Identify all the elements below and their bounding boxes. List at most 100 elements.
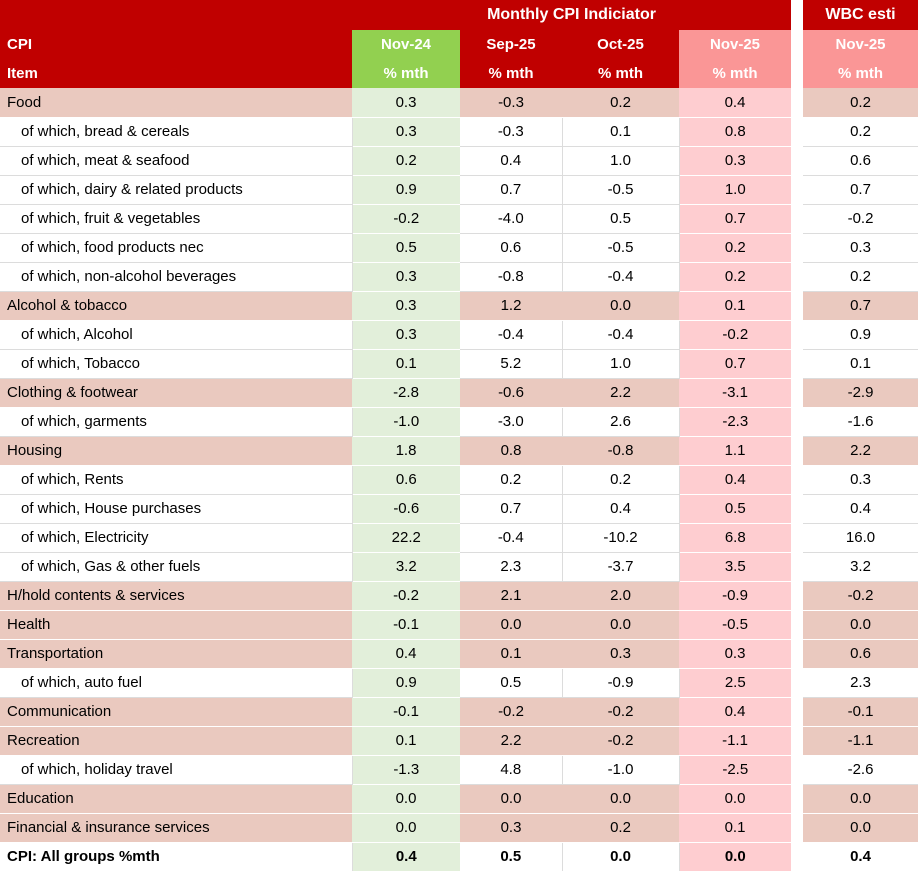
col-header-sep25: Sep-25	[460, 30, 562, 59]
subheader-nov25: % mth	[679, 59, 792, 88]
table-row: of which, fruit & vegetables -0.2 -4.0 0.5 0…	[0, 204, 918, 234]
cell-nov24: -1.3	[352, 755, 460, 785]
cell-sep25: 5.2	[460, 349, 563, 379]
cell-wbc-nov25: 0.2	[803, 117, 918, 147]
cell-nov25: -0.5	[679, 610, 792, 640]
gap-column	[791, 552, 804, 581]
gap-column	[791, 697, 804, 726]
cell-nov25: 0.0	[679, 784, 792, 814]
cell-nov24: 0.4	[352, 842, 460, 871]
cell-nov25: 0.4	[679, 465, 792, 495]
cell-oct25: 0.2	[562, 465, 680, 495]
gap-column	[791, 117, 804, 146]
row-label: of which, House purchases	[0, 494, 353, 524]
cell-wbc-nov25: 0.6	[803, 146, 918, 176]
cell-nov25: -3.1	[679, 378, 792, 408]
cell-nov24: 1.8	[352, 436, 460, 466]
cell-nov24: -0.6	[352, 494, 460, 524]
cell-wbc-nov25: 16.0	[803, 523, 918, 553]
cell-oct25: -0.9	[562, 668, 680, 698]
cell-wbc-nov25: -0.2	[803, 581, 918, 611]
gap-column	[791, 523, 804, 552]
cell-oct25: -0.4	[562, 320, 680, 350]
cell-oct25: -0.4	[562, 262, 680, 292]
cell-oct25: -0.2	[562, 697, 679, 727]
cell-sep25: -0.3	[460, 88, 562, 118]
cell-nov24: 0.9	[352, 668, 460, 698]
row-label: of which, Electricity	[0, 523, 353, 553]
cell-nov25: 0.2	[679, 233, 792, 263]
cell-nov24: 0.9	[352, 175, 460, 205]
cell-oct25: 0.2	[562, 813, 679, 843]
cell-sep25: 1.2	[460, 291, 562, 321]
gap-column	[791, 784, 804, 813]
cell-wbc-nov25: 0.4	[803, 842, 918, 871]
cell-nov24: 0.1	[352, 726, 460, 756]
cell-nov25: 1.1	[679, 436, 792, 466]
cell-oct25: -1.0	[562, 755, 680, 785]
cell-oct25: 2.2	[562, 378, 679, 408]
cell-sep25: 0.5	[460, 668, 563, 698]
gap-column	[791, 726, 804, 755]
table-row: of which, non-alcohol beverages 0.3 -0.8 -0…	[0, 262, 918, 292]
cell-nov25: 0.4	[679, 697, 792, 727]
gap-column	[791, 842, 804, 871]
cell-nov25: 0.3	[679, 146, 792, 176]
gap-column	[791, 813, 804, 842]
column-subheader-row: Item % mth % mth % mth % mth % mth	[0, 59, 918, 88]
cell-sep25: 4.8	[460, 755, 563, 785]
cell-oct25: 1.0	[562, 146, 680, 176]
gap-column	[791, 407, 804, 436]
gap-column	[791, 465, 804, 494]
cell-oct25: 0.0	[562, 784, 679, 814]
gap-column	[791, 755, 804, 784]
cell-wbc-nov25: 2.3	[803, 668, 918, 698]
row-label: of which, Rents	[0, 465, 353, 495]
cell-oct25: -0.2	[562, 726, 679, 756]
cell-sep25: -0.3	[460, 117, 563, 147]
row-label: of which, auto fuel	[0, 668, 353, 698]
gap-column	[791, 436, 804, 465]
row-label: H/hold contents & services	[0, 581, 352, 611]
cell-nov24: -1.0	[352, 407, 460, 437]
row-label: Recreation	[0, 726, 352, 756]
row-label: Communication	[0, 697, 352, 727]
col-header-nov24: Nov-24	[352, 30, 460, 59]
cell-wbc-nov25: -2.6	[803, 755, 918, 785]
row-label: of which, dairy & related products	[0, 175, 353, 205]
cell-wbc-nov25: 0.6	[803, 639, 918, 669]
cell-oct25: 1.0	[562, 349, 680, 379]
gap-column	[791, 175, 804, 204]
cell-nov25: 6.8	[679, 523, 792, 553]
row-label: Alcohol & tobacco	[0, 291, 352, 321]
cell-nov25: -1.1	[679, 726, 792, 756]
cell-wbc-nov25: 0.1	[803, 349, 918, 379]
cell-nov24: 0.5	[352, 233, 460, 263]
cell-nov24: 0.3	[352, 88, 460, 118]
cell-nov25: 0.4	[679, 88, 792, 118]
cell-wbc-nov25: 0.0	[803, 610, 918, 640]
subheader-wbc-nov25: % mth	[803, 59, 918, 88]
gap-column	[791, 494, 804, 523]
gap-column	[791, 233, 804, 262]
table-row: CPI: All groups %mth 0.4 0.5 0.0 0.0 0.4	[0, 842, 918, 871]
gap-column	[791, 30, 804, 59]
cell-oct25: 0.1	[562, 117, 680, 147]
cell-nov25: 0.5	[679, 494, 792, 524]
corner-label-item: Item	[0, 59, 352, 88]
cell-oct25: 0.4	[562, 494, 680, 524]
cell-nov25: 2.5	[679, 668, 792, 698]
table-row: Health -0.1 0.0 0.0 -0.5 0.0	[0, 610, 918, 640]
cell-nov24: -2.8	[352, 378, 460, 408]
row-label: Food	[0, 88, 352, 118]
row-label: of which, garments	[0, 407, 353, 437]
cell-nov25: -0.2	[679, 320, 792, 350]
gap-column	[791, 320, 804, 349]
cell-nov24: 0.2	[352, 146, 460, 176]
cell-oct25: 0.0	[562, 842, 680, 871]
cell-oct25: -0.5	[562, 233, 680, 263]
table-row: H/hold contents & services -0.2 2.1 2.0 -0.9…	[0, 581, 918, 611]
cell-wbc-nov25: 3.2	[803, 552, 918, 582]
cell-wbc-nov25: 0.7	[803, 175, 918, 205]
cell-sep25: -3.0	[460, 407, 563, 437]
